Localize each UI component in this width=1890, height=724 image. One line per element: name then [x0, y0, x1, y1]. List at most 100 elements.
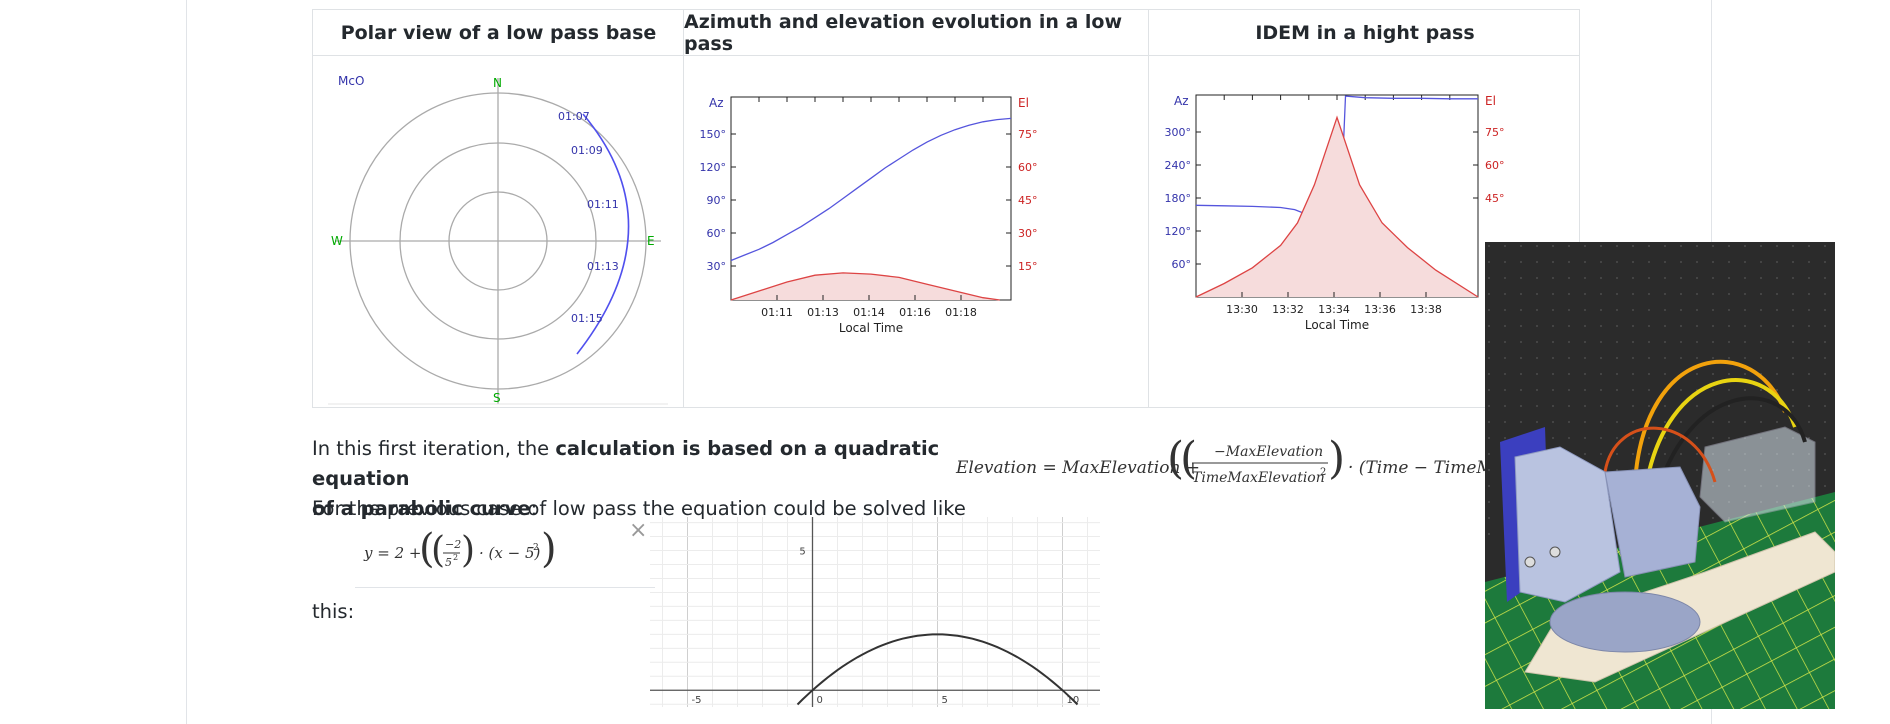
- header-high-pass: IDEM in a hight pass: [1255, 22, 1475, 44]
- table-column-1: [313, 10, 684, 407]
- close-graph-icon[interactable]: ×: [629, 518, 648, 543]
- formula-example-paren-right: ): [541, 526, 555, 572]
- formula-paren-left: (: [1167, 433, 1184, 484]
- left-axis-tick-label: 60°: [1172, 258, 1192, 271]
- right-axis-tick-label: 75°: [1485, 126, 1505, 139]
- right-axis-tick-label: 75°: [1018, 128, 1038, 141]
- photo-bracket-front: [1514, 446, 1621, 603]
- right-axis-title: El: [1018, 96, 1029, 110]
- right-axis-tick-label: 45°: [1485, 192, 1505, 205]
- x-axis-tick-label: 01:18: [945, 306, 977, 319]
- intro-text-bold-2: of a parabolic curve: [312, 497, 531, 520]
- formula-example: y = 2 + ( ( −2 5 2 ) · (x − 5) 2 ): [363, 526, 555, 572]
- intro-text-colon: :: [530, 497, 538, 520]
- polar-corner-label: McO: [338, 74, 364, 88]
- left-axis-title: Az: [1174, 94, 1189, 108]
- x-axis-tick-label: 13:36: [1364, 303, 1396, 316]
- graph-x-tick-label: 0: [817, 695, 823, 706]
- photo-raspberry-case: [1699, 426, 1816, 523]
- formula-example-paren-right-inner: ): [461, 530, 475, 571]
- x-axis-title: Local Time: [839, 321, 903, 335]
- table-column-2: [684, 10, 1149, 407]
- x-axis-tick-label: 13:32: [1272, 303, 1304, 316]
- polar-time-label: 01:15: [571, 312, 603, 325]
- paragraph-previous-case: For the previous case of low pass the eq…: [312, 497, 966, 520]
- right-axis-tick-label: 45°: [1018, 194, 1038, 207]
- formula-example-tail: · (x − 5): [479, 544, 540, 562]
- plot-frame: [730, 96, 1012, 301]
- left-axis-title: Az: [709, 96, 724, 110]
- graph-x-tick-label: 5: [942, 695, 948, 706]
- x-axis-tick-label: 13:30: [1226, 303, 1258, 316]
- formula-example-lhs: y = 2 +: [363, 544, 421, 562]
- intro-text-bold: calculation is based on a quadratic equa…: [312, 437, 940, 490]
- formula-separator: [355, 587, 655, 588]
- photo-wire-red: [1603, 426, 1717, 483]
- servo-photo: [1485, 242, 1835, 709]
- left-axis-tick-label: 150°: [700, 128, 727, 141]
- formula-example-numerator: −2: [445, 538, 461, 551]
- photo-wire-yellow: [1643, 378, 1797, 493]
- polar-west-label: W: [331, 234, 343, 248]
- formula-paren-right: ): [1328, 433, 1345, 484]
- right-axis-tick-label: 60°: [1018, 161, 1038, 174]
- right-axis-tick-label: 60°: [1485, 159, 1505, 172]
- polar-south-label: S: [493, 391, 501, 405]
- formula-numerator: −MaxElevation: [1214, 444, 1323, 460]
- polar-plot: McO N S E W 01:07 01:09 01:11 01:13 01:1…: [328, 74, 668, 405]
- left-axis-tick-label: 240°: [1165, 159, 1192, 172]
- x-axis-tick-label: 13:34: [1318, 303, 1350, 316]
- x-axis-title: Local Time: [1305, 318, 1369, 332]
- left-axis-tick-label: 30°: [707, 260, 727, 273]
- polar-pass-track: [576, 113, 630, 355]
- right-axis-tick-label: 30°: [1018, 227, 1038, 240]
- photo-screw-2: [1549, 546, 1561, 558]
- left-axis-tick-label: 300°: [1165, 126, 1192, 139]
- formula-example-paren-left-inner: (: [431, 530, 445, 571]
- paragraph-this: this:: [312, 600, 355, 623]
- intro-text-start: In this first iteration, the: [312, 437, 556, 460]
- x-axis-tick-label: 01:13: [807, 306, 839, 319]
- right-axis-title: El: [1485, 94, 1496, 108]
- photo-screw-1: [1524, 556, 1536, 568]
- x-axis-tick-label: 13:38: [1410, 303, 1442, 316]
- polar-time-label: 01:09: [571, 144, 603, 157]
- elevation-series-line: [730, 272, 1000, 301]
- x-axis-tick-label: 01:16: [899, 306, 931, 319]
- left-axis-tick-label: 90°: [707, 194, 727, 207]
- photo-servo-disc: [1549, 591, 1701, 653]
- formula-exponent: 2: [1320, 467, 1326, 478]
- polar-time-label: 01:13: [587, 260, 619, 273]
- formula-example-denominator-exponent: 2: [453, 553, 458, 562]
- azimuth-series-line: [730, 117, 1012, 262]
- polar-time-label: 01:11: [587, 198, 619, 211]
- figures-table: Polar view of a low pass base Azimuth an…: [312, 9, 1580, 408]
- az-el-low-pass-chart: 30° 60° 90° 120° 150° 15° 30° 45° 60° 75° 01:11 01:…: [700, 96, 1038, 335]
- polar-time-label: 01:07: [558, 110, 590, 123]
- table-header-row: [313, 10, 1579, 56]
- left-axis-tick-label: 120°: [1165, 225, 1192, 238]
- left-axis-tick-label: 120°: [700, 161, 727, 174]
- photo-bracket-side: [1604, 466, 1701, 578]
- formula-denominator: TimeMaxElevation: [1192, 470, 1325, 486]
- x-axis-tick-label: 01:14: [853, 306, 885, 319]
- elevation-series-line: [1195, 115, 1479, 298]
- parabola-graph: -5 0 5 105: [650, 517, 1100, 707]
- formula-tail: · (Time − TimeMaxE: [1348, 458, 1510, 478]
- photo-wire-black: [1653, 396, 1807, 503]
- graph-y-tick-label: 5: [799, 547, 805, 558]
- right-axis-tick-label: 15°: [1018, 260, 1038, 273]
- header-polar-view: Polar view of a low pass base: [340, 22, 657, 44]
- polar-east-label: E: [647, 234, 655, 248]
- parabola-curve: [796, 633, 1079, 706]
- az-el-high-pass-chart: 60° 120° 180° 240° 300° 45° 60° 75° 13:30 13:32 13…: [1165, 94, 1505, 332]
- formula-example-paren-left: (: [419, 526, 435, 572]
- left-axis-tick-label: 180°: [1165, 192, 1192, 205]
- formula-paren-left-inner: (: [1180, 433, 1197, 484]
- polar-north-label: N: [493, 76, 502, 90]
- graph-x-tick-label: -5: [692, 695, 702, 706]
- formula-lhs: Elevation = MaxElevation +: [955, 458, 1200, 478]
- formula-example-denominator: 5: [445, 556, 452, 569]
- paragraph-intro: In this first iteration, the calculation…: [312, 434, 952, 524]
- photo-wire-orange: [1633, 359, 1787, 483]
